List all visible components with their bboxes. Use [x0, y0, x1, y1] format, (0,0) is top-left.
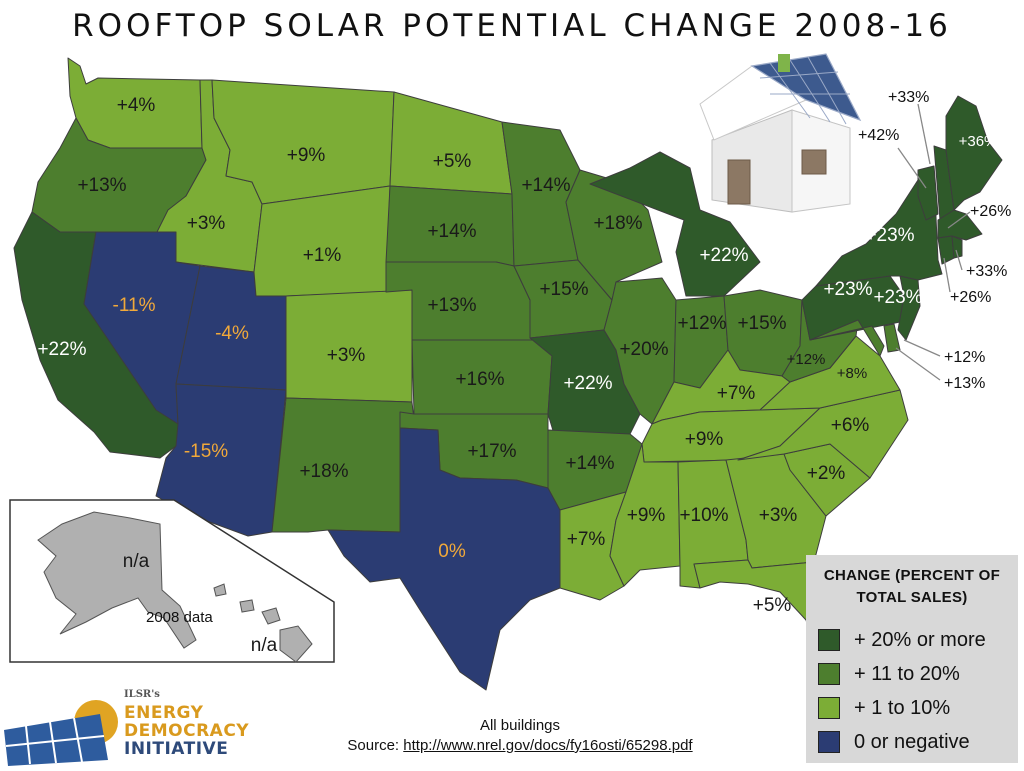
legend-label-medium: + 11 to 20% [854, 662, 960, 685]
source-link[interactable]: http://www.nrel.gov/docs/fy16osti/65298.… [403, 737, 693, 754]
label-LA: +7% [567, 529, 606, 550]
state-MI [589, 151, 761, 297]
alaska-note: 2008 data [146, 609, 213, 626]
label-HI: n/a [251, 635, 278, 656]
logo-line2: DEMOCRACY [124, 721, 250, 741]
label-WI: +18% [593, 213, 642, 234]
label-ND: +5% [433, 151, 472, 172]
label-NM: +18% [299, 461, 348, 482]
state-NY [815, 173, 943, 287]
label-TX: 0% [438, 541, 466, 562]
legend-item-light: + 1 to 10% [818, 695, 950, 721]
legend-swatch-negative [818, 731, 840, 753]
label-ME: +36% [959, 133, 998, 150]
label-ID: +3% [187, 213, 226, 234]
label-NJ: +23% [873, 287, 922, 308]
legend-item-medium: + 11 to 20% [818, 661, 960, 687]
label-WV: +12% [787, 351, 826, 368]
state-VT [917, 165, 939, 221]
state-TX [327, 427, 561, 691]
label-AK: n/a [123, 551, 150, 572]
legend-title-line2: TOTAL SALES) [856, 589, 968, 606]
legend-swatch-light [818, 697, 840, 719]
label-NE: +13% [427, 295, 476, 316]
legend-item-negative: 0 or negative [818, 729, 970, 755]
state-RI [951, 235, 963, 259]
legend-swatch-medium [818, 663, 840, 685]
label-VT: +42% [858, 127, 899, 144]
state-HI-1 [213, 583, 227, 597]
label-AR: +14% [565, 453, 614, 474]
logo-line1: ENERGY [124, 703, 204, 723]
logo: ILSR's ENERGY DEMOCRACY INITIATIVE [4, 686, 274, 766]
label-OK: +17% [467, 441, 516, 462]
label-OH: +15% [737, 313, 786, 334]
label-AZ: -15% [184, 441, 228, 462]
label-SD: +14% [427, 221, 476, 242]
label-IA: +15% [539, 279, 588, 300]
label-MS: +9% [627, 505, 666, 526]
label-GA: +3% [759, 505, 798, 526]
legend-label-dark: + 20% or more [854, 628, 986, 651]
state-MD [809, 319, 885, 357]
legend-label-negative: 0 or negative [854, 730, 970, 753]
label-NH: +33% [888, 89, 929, 106]
label-MO: +22% [563, 373, 612, 394]
label-TN: +9% [685, 429, 724, 450]
label-NC: +6% [831, 415, 870, 436]
label-NY: +23% [865, 225, 914, 246]
logo-brand: ILSR's [124, 689, 160, 700]
state-HI-4 [279, 625, 313, 663]
label-SC: +2% [807, 463, 846, 484]
legend-title-line1: CHANGE (PERCENT OF [823, 567, 1001, 584]
leader-lines [895, 103, 971, 381]
label-MA: +26% [970, 203, 1011, 220]
state-MS [609, 443, 681, 587]
label-MD: +12% [944, 349, 985, 366]
label-KY: +7% [717, 383, 756, 404]
label-MI: +22% [699, 245, 748, 266]
label-CT: +26% [950, 289, 991, 306]
state-HI-2 [239, 599, 255, 613]
label-IL: +20% [619, 339, 668, 360]
label-DE: +13% [944, 375, 985, 392]
legend-label-light: + 1 to 10% [854, 696, 951, 719]
legend-item-dark: + 20% or more [818, 627, 986, 653]
state-AK [37, 511, 197, 649]
state-DE [883, 323, 901, 353]
map-title: ROOFTOP SOLAR POTENTIAL CHANGE 2008-16 [72, 8, 952, 44]
label-WY: +1% [303, 245, 342, 266]
logo-line3: INITIATIVE [124, 739, 229, 759]
label-VA: +8% [837, 365, 867, 382]
source-line: Source: http://www.nrel.gov/docs/fy16ost… [300, 736, 740, 756]
label-MN: +14% [521, 175, 570, 196]
legend-title: CHANGE (PERCENT OF TOTAL SALES) [806, 565, 1018, 609]
state-ME [945, 95, 1003, 211]
label-AL: +10% [679, 505, 728, 526]
solar-panel-logo-icon [4, 700, 118, 766]
label-FL: +5% [753, 595, 792, 616]
label-IN: +12% [677, 313, 726, 334]
label-PA: +23% [823, 279, 872, 300]
state-ND [389, 91, 513, 195]
legend-swatch-dark [818, 629, 840, 651]
footer-note: All buildings Source: http://www.nrel.go… [300, 716, 740, 756]
label-WA: +4% [117, 95, 156, 116]
label-NV: -11% [113, 295, 156, 316]
solar-house-illustration [699, 53, 862, 213]
legend: CHANGE (PERCENT OF TOTAL SALES) + 20% or… [806, 555, 1018, 763]
label-RI: +33% [966, 263, 1007, 280]
label-UT: -4% [215, 323, 249, 344]
label-CO: +3% [327, 345, 366, 366]
state-HI-3 [261, 607, 281, 625]
footer-line1: All buildings [479, 717, 561, 734]
label-CA: +22% [37, 339, 86, 360]
label-OR: +13% [77, 175, 126, 196]
source-prefix: Source: [347, 737, 404, 754]
label-MT: +9% [287, 145, 326, 166]
state-WY [253, 185, 391, 297]
state-CT [937, 235, 955, 265]
label-KS: +16% [455, 369, 504, 390]
